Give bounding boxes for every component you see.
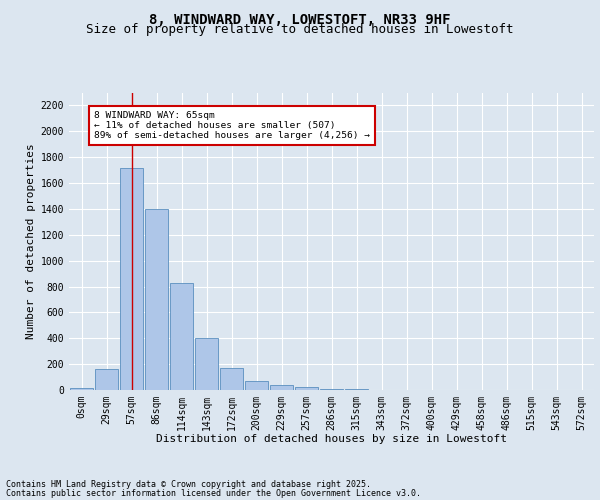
Bar [119, 168, 143, 390]
Y-axis label: Number of detached properties: Number of detached properties [26, 144, 37, 339]
Bar [220, 368, 244, 390]
Text: Size of property relative to detached houses in Lowestoft: Size of property relative to detached ho… [86, 24, 514, 36]
Bar [170, 282, 193, 390]
Bar [269, 386, 293, 390]
Bar [245, 381, 268, 390]
Text: 8 WINDWARD WAY: 65sqm
← 11% of detached houses are smaller (507)
89% of semi-det: 8 WINDWARD WAY: 65sqm ← 11% of detached … [94, 110, 370, 140]
Text: Contains public sector information licensed under the Open Government Licence v3: Contains public sector information licen… [6, 488, 421, 498]
Bar [70, 388, 94, 390]
Text: 8, WINDWARD WAY, LOWESTOFT, NR33 9HF: 8, WINDWARD WAY, LOWESTOFT, NR33 9HF [149, 12, 451, 26]
Text: Contains HM Land Registry data © Crown copyright and database right 2025.: Contains HM Land Registry data © Crown c… [6, 480, 371, 489]
Bar [320, 388, 343, 390]
X-axis label: Distribution of detached houses by size in Lowestoft: Distribution of detached houses by size … [156, 434, 507, 444]
Bar [145, 209, 169, 390]
Bar [95, 370, 118, 390]
Bar [194, 338, 218, 390]
Bar [295, 387, 319, 390]
